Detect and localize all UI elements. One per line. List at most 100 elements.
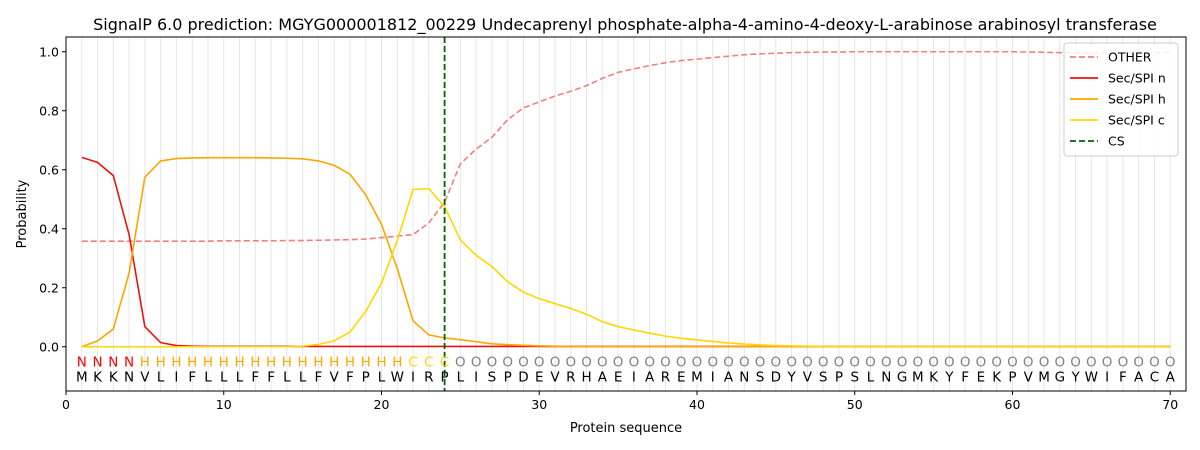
residue-letter: I — [174, 369, 178, 385]
residue-letter: F — [251, 369, 259, 385]
y-tick-label: 0.8 — [39, 103, 59, 118]
series-layer — [81, 50, 1171, 348]
residue-letter: K — [929, 369, 939, 385]
residue-letter: A — [645, 369, 655, 385]
region-label: O — [771, 355, 782, 371]
region-label: O — [865, 355, 876, 371]
residue-letter: P — [362, 369, 370, 385]
region-label: H — [345, 355, 355, 371]
residue-letter: S — [488, 369, 497, 385]
region-label: O — [1133, 355, 1144, 371]
vertical-grid — [81, 37, 1171, 391]
region-label: O — [613, 355, 624, 371]
region-label: O — [581, 355, 592, 371]
residue-letter: N — [124, 369, 134, 385]
region-label: H — [140, 355, 150, 371]
residue-letter: A — [1166, 369, 1176, 385]
region-label: O — [550, 355, 561, 371]
y-tick-label: 0.2 — [39, 280, 59, 295]
region-label: O — [644, 355, 655, 371]
residue-letter: M — [1038, 369, 1050, 385]
region-label: O — [676, 355, 687, 371]
y-tick-label: 0.0 — [39, 339, 59, 354]
region-label: O — [834, 355, 845, 371]
y-axis: 0.0 0.2 0.4 0.6 0.8 1.0 — [39, 44, 66, 354]
x-tick-label: 20 — [374, 397, 390, 412]
region-label: O — [928, 355, 939, 371]
region-label: O — [565, 355, 576, 371]
x-tick-label: 50 — [847, 397, 863, 412]
residue-letter: S — [850, 369, 859, 385]
region-label: O — [881, 355, 892, 371]
region-label: O — [629, 355, 640, 371]
residue-letter: K — [992, 369, 1002, 385]
residue-letter: F — [346, 369, 354, 385]
region-label: O — [1054, 355, 1065, 371]
region-label: O — [755, 355, 766, 371]
x-tick-label: 70 — [1162, 397, 1178, 412]
region-label: O — [534, 355, 545, 371]
legend-label: CS — [1108, 134, 1125, 149]
residue-letter: M — [691, 369, 703, 385]
residue-letter: K — [93, 369, 103, 385]
residue-letter: R — [424, 369, 433, 385]
residue-letter: G — [897, 369, 907, 385]
series-line-0 — [81, 50, 1171, 242]
residue-letter: P — [1008, 369, 1016, 385]
region-label: O — [1086, 355, 1097, 371]
region-label: H — [234, 355, 244, 371]
legend: OTHER Sec/SPI n Sec/SPI h Sec/SPI c CS — [1063, 42, 1179, 157]
residue-letter: L — [157, 369, 165, 385]
residue-letter: N — [881, 369, 891, 385]
residue-letter: I — [474, 369, 478, 385]
y-tick-label: 0.6 — [39, 162, 59, 177]
residue-letter: F — [961, 369, 969, 385]
residue-letter: H — [581, 369, 591, 385]
residue-letter: K — [109, 369, 119, 385]
y-tick-label: 1.0 — [39, 44, 59, 59]
series-line-3 — [81, 187, 1171, 348]
residue-letter: L — [867, 369, 875, 385]
legend-label: Sec/SPI h — [1108, 92, 1166, 107]
residue-letter: R — [661, 369, 670, 385]
region-label: O — [1149, 355, 1160, 371]
residue-letter: P — [835, 369, 843, 385]
region-label: N — [77, 355, 87, 371]
residue-letter: S — [819, 369, 828, 385]
residue-letter: F — [188, 369, 196, 385]
region-label: H — [219, 355, 229, 371]
region-label: N — [108, 355, 118, 371]
region-label: O — [692, 355, 703, 371]
residue-letter: Y — [1070, 369, 1080, 385]
residue-letter: V — [140, 369, 150, 385]
y-axis-title: Probability — [15, 179, 30, 248]
residue-letter: P — [441, 369, 449, 385]
region-label: H — [156, 355, 166, 371]
region-label: O — [487, 355, 498, 371]
legend-label: Sec/SPI n — [1108, 71, 1166, 86]
residue-letter: E — [614, 369, 623, 385]
series-line-1 — [81, 156, 1171, 348]
residue-letter: L — [457, 369, 465, 385]
region-label: H — [266, 355, 276, 371]
region-label: H — [376, 355, 386, 371]
region-label: H — [329, 355, 339, 371]
region-label: O — [944, 355, 955, 371]
x-tick-label: 10 — [216, 397, 232, 412]
residue-letter: L — [220, 369, 228, 385]
residue-letter: A — [1134, 369, 1144, 385]
region-label: O — [455, 355, 466, 371]
region-label: O — [1007, 355, 1018, 371]
region-label: O — [1165, 355, 1176, 371]
chart-title: SignalP 6.0 prediction: MGYG000001812_00… — [93, 15, 1157, 35]
series-line-2 — [81, 156, 1171, 348]
residue-letter: L — [299, 369, 307, 385]
region-label: O — [991, 355, 1002, 371]
region-label: C — [408, 355, 417, 371]
region-label: O — [1070, 355, 1081, 371]
x-axis-title: Protein sequence — [570, 421, 682, 436]
residue-letter: A — [598, 369, 608, 385]
region-label: O — [802, 355, 813, 371]
residue-letter: C — [1150, 369, 1159, 385]
region-label: O — [818, 355, 829, 371]
